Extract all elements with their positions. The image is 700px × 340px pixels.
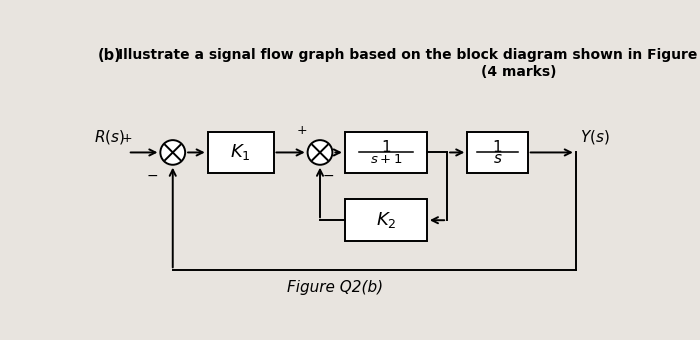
- Bar: [345, 132, 427, 173]
- Text: Figure Q2(b): Figure Q2(b): [288, 280, 384, 295]
- Text: $s$: $s$: [493, 152, 503, 167]
- Circle shape: [160, 140, 185, 165]
- Text: $K_2$: $K_2$: [376, 210, 396, 230]
- Text: $R(s)$: $R(s)$: [94, 128, 125, 146]
- Text: $1$: $1$: [492, 139, 503, 155]
- Text: Illustrate a signal flow graph based on the block diagram shown in Figure Q2(b).: Illustrate a signal flow graph based on …: [118, 49, 700, 63]
- Text: $-$: $-$: [322, 168, 335, 182]
- Text: $K_1$: $K_1$: [230, 142, 251, 163]
- Text: $1$: $1$: [381, 139, 391, 155]
- Text: $s+1$: $s+1$: [370, 153, 402, 166]
- Text: (b): (b): [97, 49, 121, 64]
- Bar: [468, 132, 528, 173]
- Text: $+$: $+$: [295, 124, 307, 137]
- Bar: [345, 200, 427, 241]
- Circle shape: [307, 140, 332, 165]
- Bar: [208, 132, 274, 173]
- Text: (4 marks): (4 marks): [481, 65, 556, 80]
- Text: $-$: $-$: [146, 168, 158, 182]
- Text: $Y(s)$: $Y(s)$: [580, 128, 610, 146]
- Text: $+$: $+$: [120, 132, 132, 145]
